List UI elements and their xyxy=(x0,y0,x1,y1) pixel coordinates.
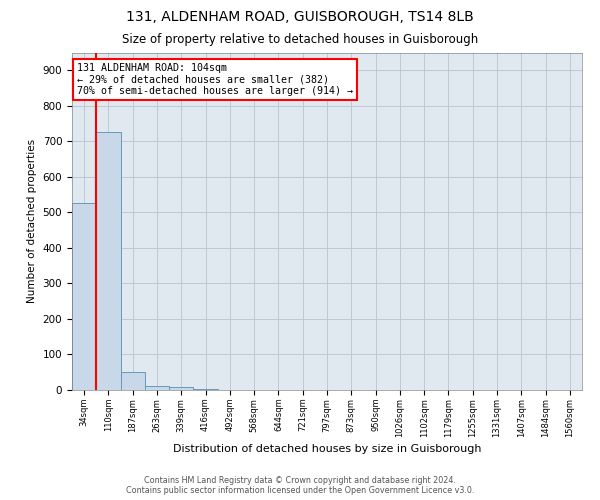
Bar xyxy=(145,386,169,390)
Text: 131, ALDENHAM ROAD, GUISBOROUGH, TS14 8LB: 131, ALDENHAM ROAD, GUISBOROUGH, TS14 8L… xyxy=(126,10,474,24)
Text: Contains HM Land Registry data © Crown copyright and database right 2024.
Contai: Contains HM Land Registry data © Crown c… xyxy=(126,476,474,495)
Bar xyxy=(96,132,121,390)
Bar xyxy=(72,204,96,390)
Bar xyxy=(169,387,193,390)
X-axis label: Distribution of detached houses by size in Guisborough: Distribution of detached houses by size … xyxy=(173,444,481,454)
Text: 131 ALDENHAM ROAD: 104sqm
← 29% of detached houses are smaller (382)
70% of semi: 131 ALDENHAM ROAD: 104sqm ← 29% of detac… xyxy=(77,62,353,96)
Y-axis label: Number of detached properties: Number of detached properties xyxy=(27,139,37,304)
Text: Size of property relative to detached houses in Guisborough: Size of property relative to detached ho… xyxy=(122,32,478,46)
Bar xyxy=(121,372,145,390)
